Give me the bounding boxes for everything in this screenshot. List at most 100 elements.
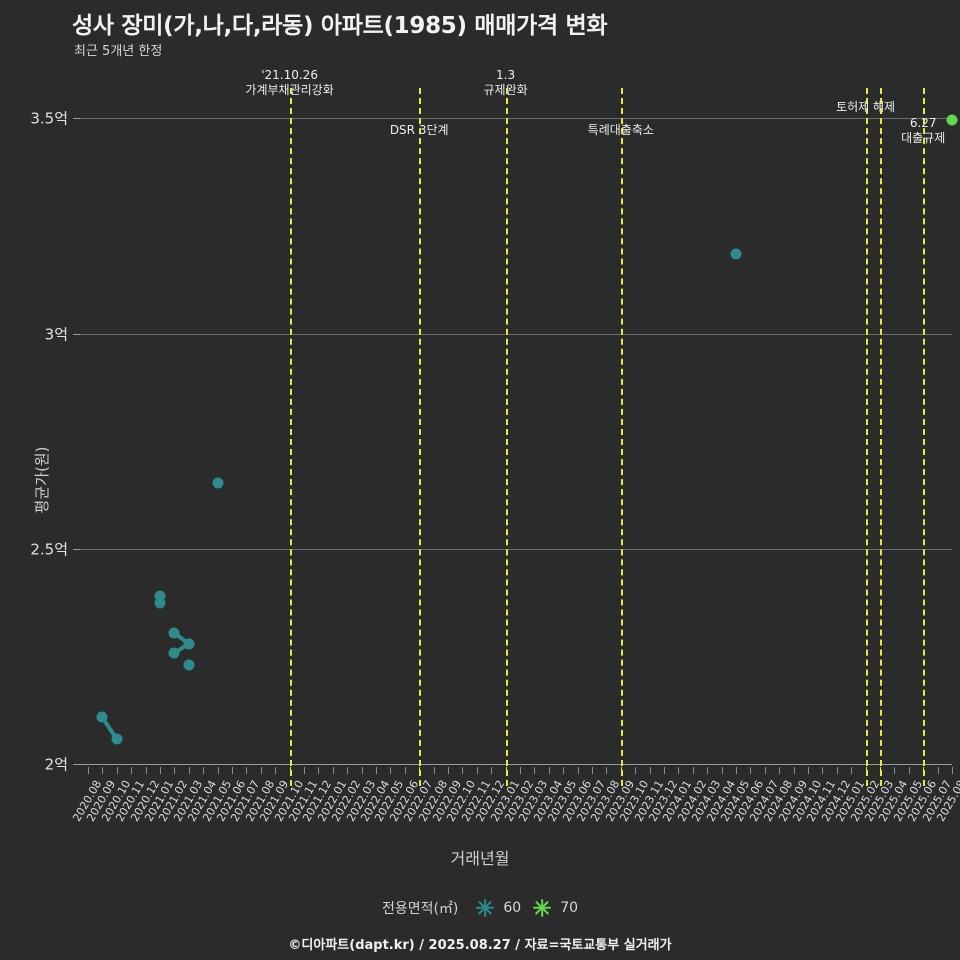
x-tick-mark (620, 767, 622, 775)
data-point[interactable] (154, 597, 166, 609)
x-tick-mark (203, 767, 205, 775)
x-tick-mark (908, 767, 910, 775)
data-point[interactable] (730, 248, 742, 260)
data-point[interactable] (183, 659, 195, 671)
event-line (419, 88, 422, 786)
data-point[interactable] (154, 590, 166, 602)
x-axis-line (80, 764, 952, 766)
y-tick-label: 2.5억 (30, 540, 68, 559)
x-tick-mark (937, 767, 939, 775)
x-tick-mark (808, 767, 809, 775)
x-tick-mark (880, 767, 881, 775)
x-tick-mark (491, 767, 493, 775)
x-tick-mark (534, 767, 536, 775)
x-tick-mark (462, 767, 464, 775)
x-tick-mark (505, 767, 507, 775)
x-tick-mark (836, 767, 838, 775)
gridline-y (80, 333, 952, 335)
x-tick-mark (865, 767, 867, 775)
legend-marker-stroke (541, 899, 544, 917)
footer: ©디아파트(dapt.kr) / 2025.08.27 / 자료=국토교통부 실… (0, 934, 960, 953)
x-tick-mark (332, 767, 334, 775)
x-tick-mark (952, 767, 953, 775)
x-tick-mark (275, 767, 277, 775)
data-point[interactable] (168, 627, 180, 639)
x-tick-mark (764, 767, 766, 775)
x-tick-mark (246, 767, 248, 775)
x-tick-mark (793, 767, 795, 775)
x-tick-mark (145, 767, 147, 775)
x-tick-mark (116, 767, 118, 775)
legend-marker-60-icon (474, 899, 496, 917)
x-tick-mark (548, 767, 550, 775)
x-tick-mark (131, 767, 133, 775)
legend-item-70[interactable]: 70 (531, 899, 579, 917)
y-tick-label: 3억 (44, 325, 68, 344)
legend-title: 전용면적(㎡) (381, 901, 459, 917)
x-tick-mark (304, 767, 305, 775)
x-tick-mark (822, 767, 824, 775)
event-line (865, 88, 868, 786)
page-subtitle: 최근 5개년 한정 (74, 44, 163, 59)
x-tick-mark (448, 767, 449, 775)
x-tick-mark (217, 767, 219, 775)
x-tick-mark (318, 767, 320, 775)
event-line (289, 88, 292, 786)
x-tick-mark (88, 767, 89, 775)
y-tick-mark (73, 549, 80, 551)
event-line (880, 88, 882, 786)
event-line (620, 88, 623, 786)
gridline-y (80, 118, 952, 120)
event-annotation-date: 1.3 (496, 68, 516, 82)
x-tick-mark (592, 767, 593, 775)
x-tick-mark (419, 767, 421, 775)
x-tick-mark (664, 767, 665, 775)
x-tick-mark (923, 767, 925, 775)
x-tick-mark (102, 767, 104, 775)
page-title: 성사 장미(가,나,다,라동) 아파트(1985) 매매가격 변화 (72, 13, 608, 39)
x-tick-mark (678, 767, 680, 775)
x-tick-mark (347, 767, 349, 775)
data-point[interactable] (96, 711, 108, 723)
y-tick-label: 3.5억 (30, 109, 68, 128)
legend-label-70: 70 (560, 900, 579, 916)
legend-item-60[interactable]: 60 (474, 899, 522, 917)
x-tick-mark (433, 767, 435, 775)
event-line (923, 88, 926, 786)
x-tick-mark (649, 767, 651, 775)
x-tick-mark (692, 767, 694, 775)
plot-area: 2억 2.5억 3억 3.5억 2020.08 2020.09 2020.10 2020.11… (30, 68, 960, 824)
x-tick-mark (721, 767, 723, 775)
x-tick-mark (563, 767, 565, 775)
x-tick-mark (750, 767, 752, 775)
x-tick-mark (160, 767, 161, 775)
y-tick-mark (73, 333, 80, 335)
y-tick-label: 2억 (44, 755, 68, 774)
x-tick-mark (606, 767, 608, 775)
x-tick-mark (635, 767, 637, 775)
x-tick-mark (779, 767, 781, 775)
x-axis-title: 거래년월 (450, 849, 510, 868)
legend: 전용면적(㎡) 60 70 (0, 898, 960, 918)
x-tick-mark (476, 767, 478, 775)
x-tick-mark (851, 767, 853, 775)
legend-marker-70-icon (531, 899, 553, 917)
x-tick-mark (390, 767, 392, 775)
x-tick-mark (707, 767, 709, 775)
y-tick-mark (73, 118, 80, 120)
legend-label-60: 60 (503, 900, 522, 916)
x-tick-mark (188, 767, 190, 775)
data-point[interactable] (946, 114, 958, 126)
x-tick-mark (361, 767, 363, 775)
event-line (505, 88, 508, 786)
x-tick-mark (520, 767, 521, 775)
footer-text: ©디아파트(dapt.kr) / 2025.08.27 / 자료=국토교통부 실… (288, 938, 672, 953)
x-tick-mark (289, 767, 291, 775)
data-point[interactable] (212, 477, 224, 489)
x-tick-mark (404, 767, 406, 775)
x-tick-mark (577, 767, 579, 775)
x-tick-mark (894, 767, 896, 775)
gridline-y (80, 549, 952, 551)
data-point[interactable] (111, 733, 123, 745)
